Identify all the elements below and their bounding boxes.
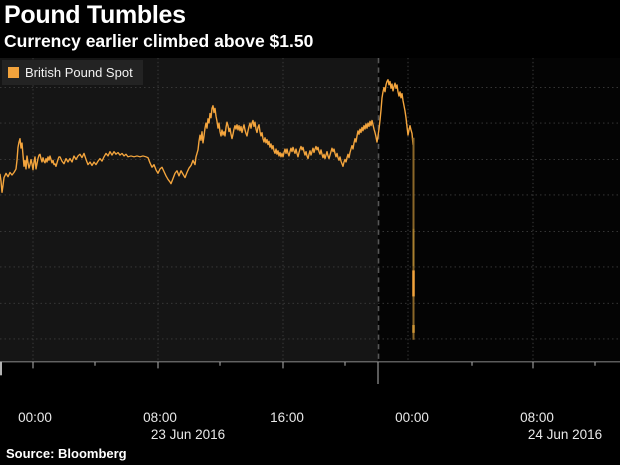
x-axis <box>0 361 620 384</box>
chart-subtitle: Currency earlier climbed above $1.50 <box>4 31 313 52</box>
x-axis-hour-labels: 00:00 08:00 16:00 00:00 08:00 <box>0 410 620 426</box>
x-date-label: 23 Jun 2016 <box>151 427 225 442</box>
legend: British Pound Spot <box>2 60 143 85</box>
x-tick-label: 00:00 <box>18 410 52 425</box>
session-bg-1 <box>0 58 378 361</box>
x-axis-date-labels: 23 Jun 2016 24 Jun 2016 <box>0 427 620 443</box>
bloomberg-chart-window: Pound Tumbles Currency earlier climbed a… <box>0 0 620 465</box>
x-tick-label: 00:00 <box>395 410 429 425</box>
x-tick-label: 08:00 <box>143 410 177 425</box>
price-chart-svg <box>0 58 620 436</box>
legend-label: British Pound Spot <box>25 65 133 80</box>
page-title: Pound Tumbles <box>4 1 186 30</box>
x-tick-label: 16:00 <box>270 410 304 425</box>
x-tick-label: 08:00 <box>520 410 554 425</box>
plot-area: British Pound Spot <box>0 58 620 436</box>
source-credit: Source: Bloomberg <box>6 446 127 461</box>
legend-swatch-icon <box>8 67 19 78</box>
x-date-label: 24 Jun 2016 <box>528 427 602 442</box>
session-backgrounds <box>0 58 620 361</box>
